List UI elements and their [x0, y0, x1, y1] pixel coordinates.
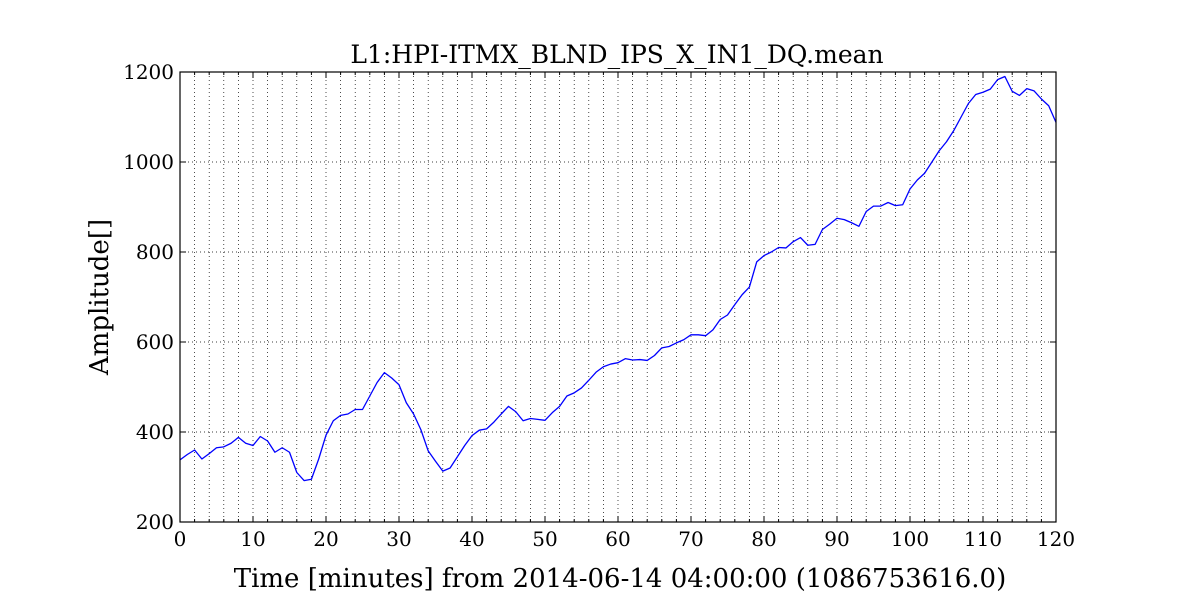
x-tick-label: 120 [1037, 527, 1075, 551]
x-tick-label: 80 [751, 527, 776, 551]
x-axis-label: Time [minutes] from 2014-06-14 04:00:00 … [234, 564, 1007, 594]
x-tick-label: 90 [824, 527, 849, 551]
series-line [179, 75, 1057, 482]
y-tick-label: 600 [136, 330, 174, 354]
y-axis-label: Amplitude[] [85, 219, 115, 376]
x-tick-label: 110 [964, 527, 1002, 551]
x-tick-label: 20 [313, 527, 338, 551]
y-tick-label: 1200 [123, 60, 174, 84]
y-tick-label: 800 [136, 240, 174, 264]
y-tick-label: 1000 [123, 150, 174, 174]
y-tick-labels: 200 400 600 800 1000 1200 [123, 60, 174, 534]
y-tick-label: 200 [136, 510, 174, 534]
x-tick-labels: 0 10 20 30 40 50 60 70 80 90 100 110 120 [174, 527, 1075, 551]
x-tick-label: 30 [386, 527, 411, 551]
x-tick-label: 50 [532, 527, 557, 551]
x-tick-label: 40 [459, 527, 484, 551]
x-tick-label: 0 [174, 527, 187, 551]
x-tick-label: 60 [605, 527, 630, 551]
x-tick-label: 10 [240, 527, 265, 551]
ticks [179, 71, 1057, 523]
chart-title: L1:HPI-ITMX_BLND_IPS_X_IN1_DQ.mean [350, 40, 883, 69]
y-tick-label: 400 [136, 420, 174, 444]
x-tick-label: 70 [678, 527, 703, 551]
series-layer [179, 75, 1057, 482]
grid [180, 72, 1056, 522]
x-tick-label: 100 [891, 527, 929, 551]
